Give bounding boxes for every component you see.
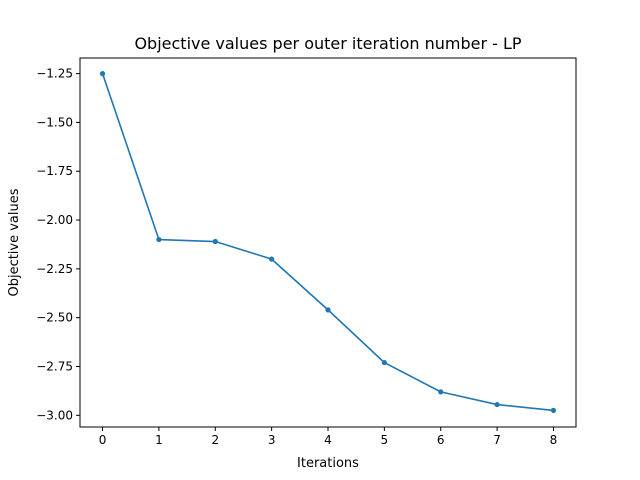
data-point: [550, 407, 557, 414]
x-tick-label: 2: [211, 433, 219, 447]
x-tick-label: 3: [268, 433, 276, 447]
x-tick-label: 5: [381, 433, 389, 447]
x-tick-label: 4: [324, 433, 332, 447]
data-point: [99, 71, 106, 77]
y-tick-label: −2.25: [36, 262, 73, 276]
y-tick-label: −3.00: [36, 408, 73, 422]
y-axis-label: Objective values: [7, 188, 22, 296]
y-tick-label: −2.75: [36, 359, 73, 373]
series-layer: [99, 71, 557, 414]
y-tick-label: −2.50: [36, 311, 73, 325]
y-tick-label: −1.50: [36, 115, 73, 129]
data-point: [438, 389, 444, 395]
x-tick-label: 8: [550, 433, 558, 447]
series-line: [101, 73, 554, 412]
y-tick-label: −1.25: [36, 67, 73, 81]
x-tick-label: 0: [99, 433, 107, 447]
x-tick-label: 1: [155, 433, 163, 447]
y-tick-label: −2.00: [36, 213, 73, 227]
data-point: [494, 401, 500, 408]
y-tick-label: −1.75: [36, 164, 73, 178]
x-axis-label: Iterations: [297, 456, 359, 471]
y-axis: −1.25 −1.50 −1.75 −2.00 −2.25 −2.50 −2.75 −3.00: [36, 67, 80, 422]
x-axis: 0 1 2 3 4 5 6 7 8: [99, 427, 558, 447]
chart-title: Objective values per outer iteration num…: [134, 34, 521, 53]
data-point: [156, 236, 162, 243]
x-tick-label: 7: [493, 433, 501, 447]
data-point: [269, 256, 275, 262]
x-tick-label: 6: [437, 433, 445, 447]
data-point: [212, 238, 218, 245]
data-point: [325, 307, 331, 313]
data-point: [381, 359, 387, 366]
plot-area-frame: [79, 57, 577, 428]
